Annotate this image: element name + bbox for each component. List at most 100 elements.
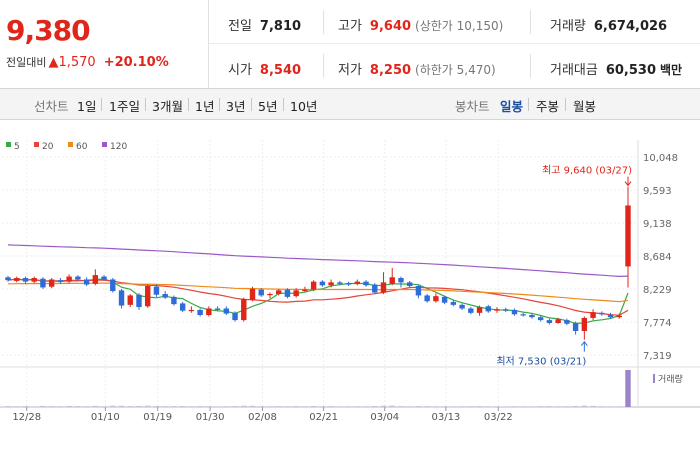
volume-bar — [188, 406, 195, 407]
volume-bar — [275, 406, 282, 407]
candle — [48, 278, 55, 289]
tab-range-3m[interactable]: 3개월 — [152, 99, 183, 114]
candle — [564, 318, 570, 326]
volume-bar — [581, 405, 588, 407]
price-box: 9,380 전일대비 ▲1,570 +20.10% — [0, 0, 209, 88]
candle — [424, 293, 430, 303]
legend-swatch — [6, 142, 11, 147]
candle-body — [345, 283, 352, 285]
candle-body — [127, 295, 133, 305]
candle-body — [57, 280, 64, 282]
col-divider — [323, 54, 324, 78]
candle-body — [625, 205, 631, 267]
candle-chart-label: 봉차트 — [455, 99, 490, 114]
legend-swatch — [34, 142, 39, 147]
candle-body — [153, 286, 160, 295]
candle — [511, 308, 518, 316]
candle — [214, 306, 221, 312]
candle-body — [206, 308, 212, 316]
volume-bar — [520, 406, 526, 407]
volume-bar — [511, 406, 518, 407]
candle — [179, 301, 186, 313]
volume-bar — [197, 406, 203, 407]
candle-body — [118, 290, 125, 306]
candle-body — [354, 281, 361, 284]
volume-bar — [249, 405, 256, 407]
candle — [607, 312, 614, 319]
volume-bar — [572, 405, 579, 407]
candle-body — [564, 320, 570, 324]
x-tick-label: 03/04 — [370, 412, 399, 423]
candle-body — [145, 286, 151, 307]
x-tick-label: 02/21 — [309, 412, 338, 423]
candle-body — [136, 294, 142, 308]
volume-bar — [101, 406, 107, 407]
tab-range-1d[interactable]: 1일 — [77, 99, 97, 114]
legend-label: 20 — [42, 142, 54, 152]
tab-range-5y[interactable]: 5년 — [258, 99, 278, 114]
volume-bar — [494, 406, 500, 407]
tab-range-3y[interactable]: 3년 — [226, 99, 246, 114]
x-tick-label: 01/10 — [91, 412, 120, 423]
volume-bar — [14, 406, 20, 407]
candle — [572, 321, 579, 335]
x-tick-label: 03/22 — [484, 412, 513, 423]
volume-bar — [441, 406, 448, 407]
tab-monthly[interactable]: 월봉 — [573, 99, 597, 114]
candle — [75, 275, 81, 281]
candle-body — [66, 276, 72, 282]
candle — [590, 309, 596, 321]
candle — [310, 280, 317, 292]
tab-divider — [188, 98, 189, 111]
candle — [145, 284, 151, 308]
tab-daily[interactable]: 일봉 — [500, 99, 524, 114]
volume-bar — [546, 406, 553, 407]
candle-body — [101, 276, 107, 280]
volume-bar — [485, 406, 491, 407]
volume-bar — [406, 406, 413, 407]
legend-swatch — [68, 142, 73, 147]
tab-divider — [565, 98, 566, 111]
volume-bar — [590, 405, 596, 407]
candle — [92, 269, 99, 286]
candle — [555, 317, 561, 324]
candle-body — [22, 278, 29, 282]
candle-body — [555, 319, 561, 324]
candle — [127, 293, 133, 308]
volume-bar — [372, 406, 378, 407]
tab-range-1w[interactable]: 1주일 — [109, 99, 140, 114]
tab-divider — [101, 98, 102, 111]
legend-label: 5 — [14, 142, 20, 152]
volume-bar — [232, 406, 238, 407]
volume-bar — [162, 406, 168, 407]
candle-body — [48, 279, 55, 287]
volume-bar — [214, 406, 221, 407]
candle-body — [293, 290, 299, 297]
candle — [406, 280, 413, 288]
low-annotation: 최저 7,530 (03/21) — [496, 356, 586, 368]
price-change: 전일대비 ▲1,570 +20.10% — [6, 54, 169, 70]
legend-label: 120 — [110, 142, 127, 152]
volume-bar — [171, 406, 177, 407]
tab-weekly[interactable]: 주봉 — [536, 99, 560, 114]
candle — [162, 291, 168, 300]
candle-body — [284, 289, 291, 297]
change-value: 1,570 — [58, 55, 96, 70]
amount-label: 거래대금 — [550, 63, 598, 78]
volume-bar — [206, 406, 212, 407]
candle — [267, 292, 273, 299]
candle-body — [337, 282, 343, 284]
volume-bar — [415, 406, 422, 407]
volume-bar — [599, 406, 605, 407]
volume-bar — [450, 406, 457, 407]
volume-bar — [389, 405, 395, 407]
volume-bar — [607, 406, 614, 407]
open-price: 시가 8,540 — [228, 59, 301, 78]
tab-range-10y[interactable]: 10년 — [290, 99, 318, 114]
tab-range-1y[interactable]: 1년 — [195, 99, 215, 114]
y-tick-label: 9,138 — [643, 219, 672, 230]
candle — [232, 311, 238, 322]
volume-bar — [380, 405, 387, 407]
candle-body — [302, 289, 308, 292]
prev-close-label: 전일 — [228, 19, 252, 34]
